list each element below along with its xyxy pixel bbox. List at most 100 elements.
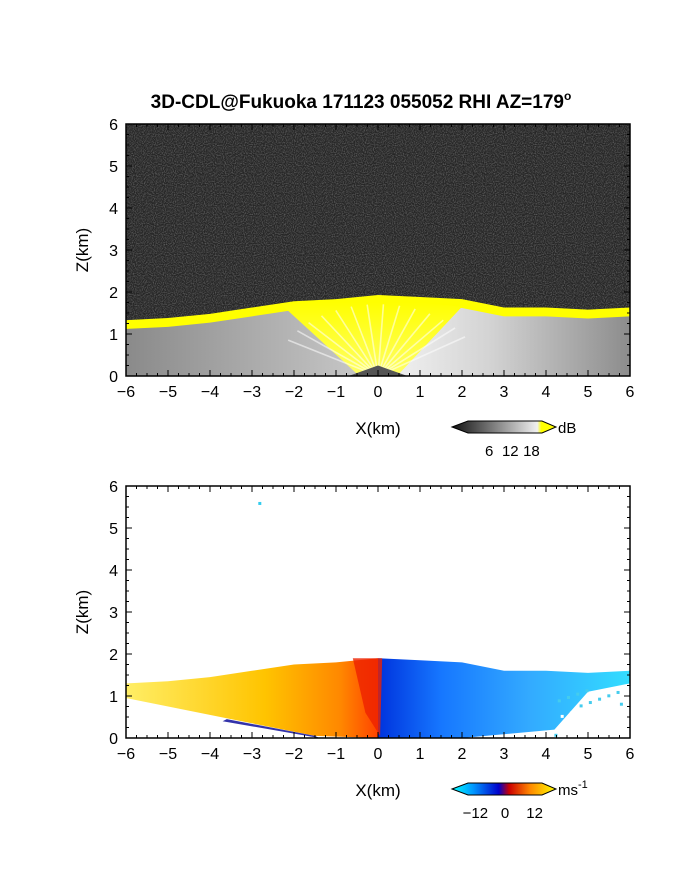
y-tick-label: 6 [109,479,118,496]
x-tick-label: 2 [458,746,467,763]
velocity-colorbar: ms-1 −12 0 12 [450,779,588,822]
velocity-speckle [564,726,568,730]
colorbar-tick-label: 18 [523,443,540,460]
x-tick-label: 1 [416,384,425,401]
snr-streak [287,339,379,377]
velocity-speckle [585,689,589,693]
y-tick-label: 2 [109,647,118,664]
x-tick-label: −3 [243,746,261,763]
snr-colorbar: dB 6 12 18 [450,420,576,460]
chart-title: 3D-CDL@Fukuoka 171123 055052 RHI AZ=179o [151,89,572,113]
x-tick-label: 0 [374,384,383,401]
snr-colorbar-ticks: 6 12 18 [485,443,540,460]
x-tick-label: 5 [584,746,593,763]
snr-streak [377,313,431,377]
y-tick-label: 1 [109,327,118,344]
snr-high-band [126,294,630,329]
y-tick-label: 2 [109,285,118,302]
snr-streak [308,321,379,377]
velocity-underside-edge [222,719,320,738]
velocity-speckle [616,690,620,694]
velocity-speckle [576,692,580,696]
velocity-away-region [126,658,378,738]
y-tick-label: 3 [109,243,118,260]
x-tick-label: −6 [117,746,135,763]
y-tick-label: 0 [109,369,118,386]
velocity-speckle [607,694,611,698]
velocity-speckle [622,718,626,722]
snr-streak [377,308,416,377]
colorbar-tick-label: 12 [502,443,519,460]
snr-streak [296,330,379,377]
x-tick-label: 3 [500,746,509,763]
velocity-toward-region [378,658,630,738]
velocity-colorbar-ticks: −12 0 12 [463,805,543,822]
velocity-axis-ticks: −6 −5 −4 −3 −2 −1 0 1 2 3 4 5 6 0 1 2 3 4 5 6 [109,479,634,763]
colorbar-tick-label: 12 [526,805,543,822]
y-tick-label: 6 [109,117,118,134]
x-tick-label: 1 [416,746,425,763]
velocity-echo-region [126,501,630,738]
y-tick-label: 4 [109,201,118,218]
velocity-speckle [569,711,573,715]
velocity-speckle [554,733,558,737]
snr-streak [377,304,385,377]
snr-axis-ticks: −6 −5 −4 −3 −2 −1 0 1 2 3 4 5 6 0 1 2 3 4 5 6 [109,117,634,401]
velocity-speckle [573,723,577,727]
velocity-speckle [560,714,564,718]
x-tick-label: 3 [500,384,509,401]
x-tick-label: −6 [117,384,135,401]
x-tick-label: 4 [542,384,551,401]
snr-streak [350,306,379,377]
y-tick-label: 5 [109,159,118,176]
snr-echo-right [399,302,630,376]
x-tick-label: −4 [201,746,219,763]
x-tick-label: −1 [327,746,345,763]
x-tick-label: 5 [584,384,593,401]
colorbar-tick-label: 0 [501,805,509,822]
velocity-speckle [595,728,599,732]
snr-streak [366,304,379,377]
velocity-speckle [582,719,586,723]
x-tick-label: −4 [201,384,219,401]
x-tick-label: −2 [285,746,303,763]
snr-streak [377,305,401,377]
x-tick-label: −5 [159,746,177,763]
velocity-fold-strip [352,658,383,736]
snr-xlabel: X(km) [355,419,400,438]
velocity-colorbar-bar [450,782,558,796]
velocity-ylabel: Z(km) [73,590,92,634]
snr-streak [377,319,444,377]
colorbar-tick-label: −12 [463,805,488,822]
snr-ylabel: Z(km) [73,228,92,272]
x-tick-label: 4 [542,746,551,763]
y-tick-label: 3 [109,605,118,622]
velocity-colorbar-unit: ms-1 [558,779,588,799]
velocity-speckle [557,699,561,703]
x-tick-label: 2 [458,384,467,401]
velocity-speckle [567,696,570,699]
x-tick-label: −2 [285,384,303,401]
colorbar-tick-label: 6 [485,443,493,460]
snr-streak [377,327,456,377]
x-tick-label: 0 [374,746,383,763]
snr-colorbar-unit: dB [558,420,576,437]
snr-streak [320,315,379,377]
velocity-speckle [601,713,605,717]
x-tick-label: −1 [327,384,345,401]
snr-colorbar-bar [450,420,558,434]
x-tick-label: −5 [159,384,177,401]
snr-echo-region [126,294,630,377]
velocity-speckle [591,716,595,720]
velocity-isolated-pixel [258,501,262,505]
snr-streak [377,336,466,377]
velocity-speckle [598,697,602,701]
velocity-xlabel: X(km) [355,781,400,800]
velocity-speckle [604,724,608,728]
velocity-speckle [588,701,592,705]
velocity-speckle [613,721,617,725]
velocity-speckle [619,702,623,706]
